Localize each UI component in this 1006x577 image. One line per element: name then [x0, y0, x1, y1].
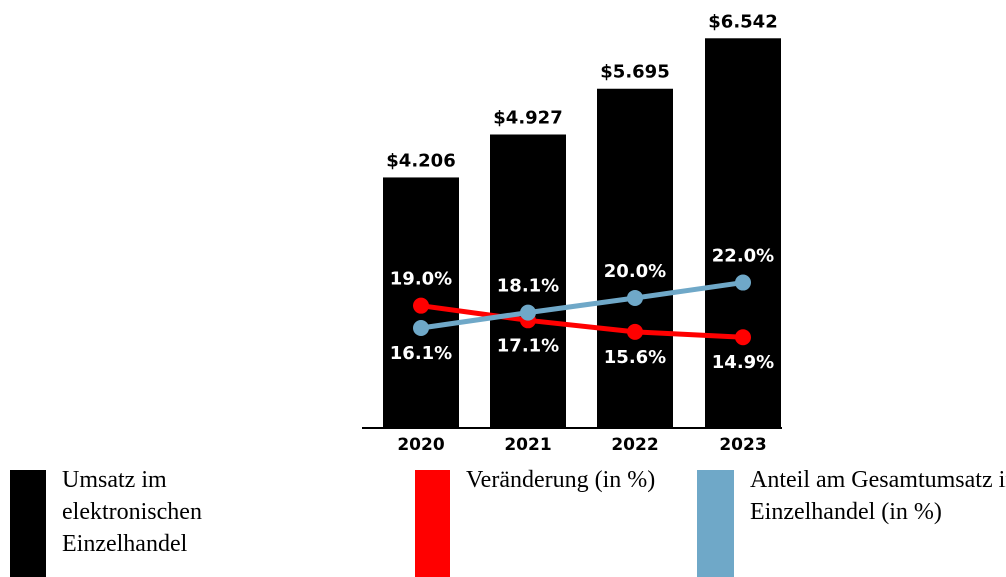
line-value-label: 14.9% — [712, 352, 774, 373]
line-point — [413, 297, 429, 314]
line-value-label: 19.0% — [390, 269, 452, 290]
line-point — [627, 289, 643, 306]
line-value-label: 20.0% — [604, 261, 666, 282]
legend-label: Anteil am Gesamtumsatz im Einzelhandel (… — [750, 467, 1006, 525]
line-value-label: 15.6% — [604, 347, 666, 368]
bar-value-label: $4.206 — [386, 150, 455, 171]
chart: $4.206 $4.927 $5.695 $6.542 2020 2021 2022 2023… — [362, 11, 782, 455]
line — [420, 303, 744, 340]
line — [420, 280, 744, 331]
line-value-label: 22.0% — [712, 246, 774, 267]
line-value-label: 17.1% — [497, 335, 559, 356]
x-tick-label: 2021 — [504, 435, 551, 455]
legend-label: Veränderung (in %) — [466, 467, 656, 493]
legend-swatch — [10, 470, 46, 577]
line-point — [735, 274, 751, 291]
bar — [705, 38, 781, 428]
bar-value-label: $6.542 — [708, 11, 777, 32]
line-value-label: 16.1% — [390, 343, 452, 364]
line-point — [413, 320, 429, 337]
line-value-label: 18.1% — [497, 276, 559, 297]
x-tick-label: 2020 — [397, 435, 444, 455]
x-tick-label: 2022 — [611, 435, 658, 455]
legend-swatch — [697, 470, 734, 577]
bar-value-label: $5.695 — [600, 62, 669, 83]
x-tick-label: 2023 — [719, 435, 766, 455]
line-point — [627, 323, 643, 340]
legend-swatch — [415, 470, 450, 577]
legend-label: Umsatz im elektronischen Einzelhandel — [62, 467, 202, 557]
bar — [490, 134, 566, 428]
line-point — [520, 304, 536, 321]
bar-value-label: $4.927 — [493, 107, 562, 128]
bar — [597, 88, 673, 428]
line-point — [735, 329, 751, 346]
